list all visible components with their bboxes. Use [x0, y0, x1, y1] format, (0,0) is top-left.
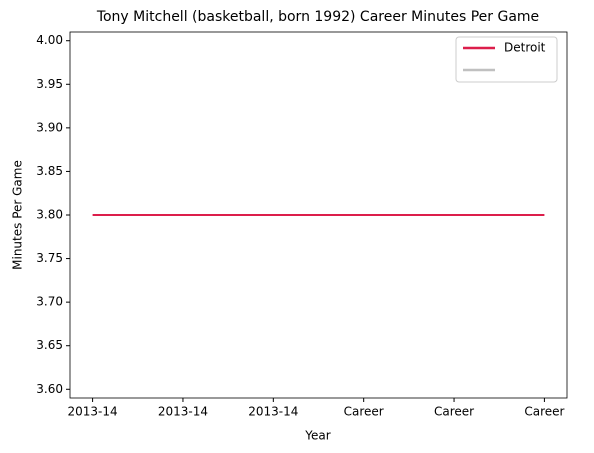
x-tick-label: 2013-14: [158, 405, 208, 419]
y-tick-label: 3.65: [36, 338, 63, 352]
y-tick-label: 3.95: [36, 77, 63, 91]
y-tick-label: 3.70: [36, 295, 63, 309]
x-tick-label: Career: [434, 405, 474, 419]
y-tick-label: 4.00: [36, 33, 63, 47]
legend-label: Detroit: [504, 41, 546, 55]
x-axis-label: Year: [304, 429, 330, 443]
x-tick-label: 2013-14: [68, 405, 118, 419]
y-tick-label: 3.85: [36, 164, 63, 178]
y-tick-label: 3.75: [36, 251, 63, 265]
y-axis-label: Minutes Per Game: [11, 160, 25, 270]
x-tick-label: Career: [524, 405, 564, 419]
chart-title: Tony Mitchell (basketball, born 1992) Ca…: [96, 9, 539, 25]
y-tick-label: 3.80: [36, 208, 63, 222]
y-tick-label: 3.90: [36, 120, 63, 134]
y-tick-label: 3.60: [36, 382, 63, 396]
x-tick-label: Career: [344, 405, 384, 419]
plot-frame: [69, 31, 568, 399]
x-tick-label: 2013-14: [248, 405, 298, 419]
